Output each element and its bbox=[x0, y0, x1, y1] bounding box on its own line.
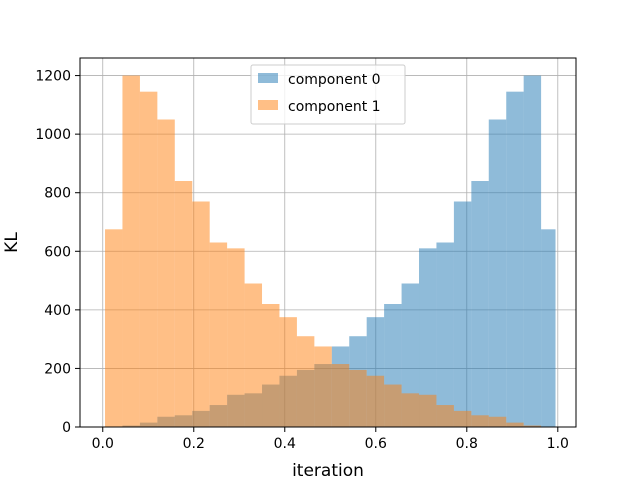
bars bbox=[105, 75, 556, 428]
x-axis-label: iteration bbox=[292, 461, 364, 480]
x-axis-ticks: 0.0 0.2 0.4 0.6 0.8 1.0 bbox=[92, 427, 569, 452]
bar-series-1-bin-9 bbox=[262, 304, 280, 427]
bar-series-1-bin-6 bbox=[209, 242, 228, 427]
y-tick-label-3: 600 bbox=[44, 244, 71, 260]
y-tick-label-0: 0 bbox=[62, 420, 71, 436]
legend-swatch-component-0 bbox=[258, 73, 278, 83]
bar-series-1-bin-15 bbox=[366, 375, 385, 427]
bar-series-1-bin-4 bbox=[174, 181, 193, 427]
y-tick-label-4: 800 bbox=[44, 186, 71, 202]
x-tick-label-2: 0.4 bbox=[274, 436, 296, 452]
bar-series-1-bin-14 bbox=[349, 369, 367, 427]
bar-series-1-bin-24 bbox=[523, 425, 542, 427]
bar-series-1-bin-19 bbox=[436, 405, 454, 427]
bar-series-1-bin-3 bbox=[157, 119, 175, 427]
bar-series-1-bin-0 bbox=[105, 229, 123, 427]
bar-series-0-bin-25 bbox=[541, 229, 556, 427]
x-tick-label-1: 0.2 bbox=[183, 436, 205, 452]
y-tick-label-2: 400 bbox=[44, 303, 71, 319]
bar-series-0-bin-24 bbox=[523, 75, 542, 428]
legend-box bbox=[250, 64, 406, 125]
y-axis-ticks: 0 200 400 600 800 1000 1200 bbox=[35, 69, 80, 436]
y-tick-label-5: 1000 bbox=[35, 127, 71, 143]
bar-series-1-bin-13 bbox=[331, 364, 350, 427]
y-tick-label-6: 1200 bbox=[35, 69, 71, 85]
bar-series-0-bin-20 bbox=[453, 201, 472, 427]
x-tick-label-5: 1.0 bbox=[547, 436, 569, 452]
bar-series-1-bin-2 bbox=[139, 91, 158, 427]
bar-series-1-bin-16 bbox=[384, 384, 402, 427]
legend-label-component-0: component 0 bbox=[288, 72, 381, 88]
legend: component 0 component 1 bbox=[250, 64, 406, 125]
bar-series-1-bin-21 bbox=[471, 415, 489, 427]
bar-series-0-bin-21 bbox=[471, 181, 489, 427]
bar-series-0-bin-18 bbox=[419, 248, 437, 427]
bar-series-0-bin-23 bbox=[506, 91, 524, 427]
bar-series-1-bin-17 bbox=[401, 393, 420, 427]
bar-series-0-bin-19 bbox=[436, 242, 454, 427]
bar-series-0-bin-22 bbox=[488, 119, 507, 427]
bar-series-1-bin-18 bbox=[419, 394, 437, 427]
bar-series-1-bin-12 bbox=[314, 346, 332, 427]
legend-label-component-1: component 1 bbox=[288, 99, 381, 115]
bar-series-1-bin-20 bbox=[453, 410, 472, 427]
x-tick-label-0: 0.0 bbox=[92, 436, 114, 452]
y-axis-label: KL bbox=[2, 232, 22, 253]
bar-series-1-bin-22 bbox=[488, 416, 507, 427]
bar-series-0-bin-17 bbox=[401, 283, 420, 427]
bar-series-1-bin-23 bbox=[506, 422, 524, 427]
x-tick-label-3: 0.6 bbox=[365, 436, 387, 452]
y-tick-label-1: 200 bbox=[44, 361, 71, 377]
bar-series-1-bin-8 bbox=[244, 283, 263, 427]
bar-series-1-bin-1 bbox=[122, 75, 140, 428]
bar-series-1-bin-7 bbox=[227, 248, 245, 427]
legend-swatch-component-1 bbox=[258, 100, 278, 110]
x-tick-label-4: 0.8 bbox=[456, 436, 478, 452]
bar-series-1-bin-10 bbox=[279, 317, 297, 427]
plot-frame bbox=[79, 57, 577, 428]
bar-series-1-bin-5 bbox=[192, 201, 210, 427]
bar-series-1-bin-11 bbox=[296, 336, 315, 427]
